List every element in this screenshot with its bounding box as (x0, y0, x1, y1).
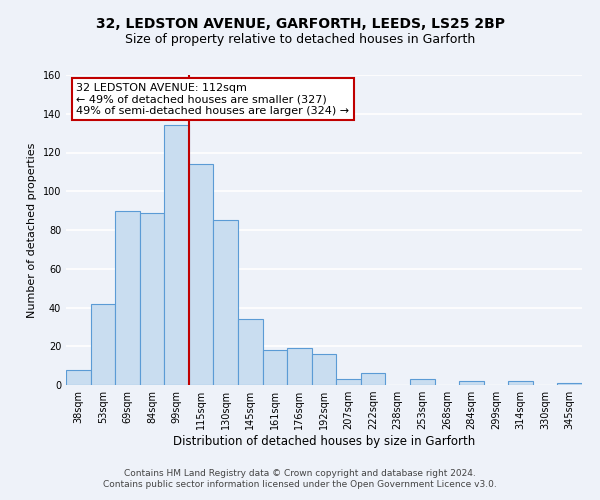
Bar (189, 164, 214, 385)
Bar (312, 354, 336, 385)
Y-axis label: Number of detached properties: Number of detached properties (27, 142, 37, 318)
Text: 32 LEDSTON AVENUE: 112sqm
← 49% of detached houses are smaller (327)
49% of semi: 32 LEDSTON AVENUE: 112sqm ← 49% of detac… (76, 82, 349, 116)
Bar (336, 379, 361, 385)
Bar (287, 348, 312, 385)
Bar (66, 370, 91, 385)
Text: Contains HM Land Registry data © Crown copyright and database right 2024.: Contains HM Land Registry data © Crown c… (124, 468, 476, 477)
Bar (91, 304, 115, 385)
Text: 32, LEDSTON AVENUE, GARFORTH, LEEDS, LS25 2BP: 32, LEDSTON AVENUE, GARFORTH, LEEDS, LS2… (95, 18, 505, 32)
Bar (140, 212, 164, 385)
Bar (263, 350, 287, 385)
Bar (508, 381, 533, 385)
X-axis label: Distribution of detached houses by size in Garforth: Distribution of detached houses by size … (173, 435, 475, 448)
Bar (115, 210, 140, 385)
Bar (361, 374, 385, 385)
Bar (557, 383, 582, 385)
Bar (164, 126, 189, 385)
Bar (214, 220, 238, 385)
Text: Contains public sector information licensed under the Open Government Licence v3: Contains public sector information licen… (103, 480, 497, 489)
Text: Size of property relative to detached houses in Garforth: Size of property relative to detached ho… (125, 32, 475, 46)
Bar (410, 379, 434, 385)
Bar (238, 319, 263, 385)
Bar (459, 381, 484, 385)
